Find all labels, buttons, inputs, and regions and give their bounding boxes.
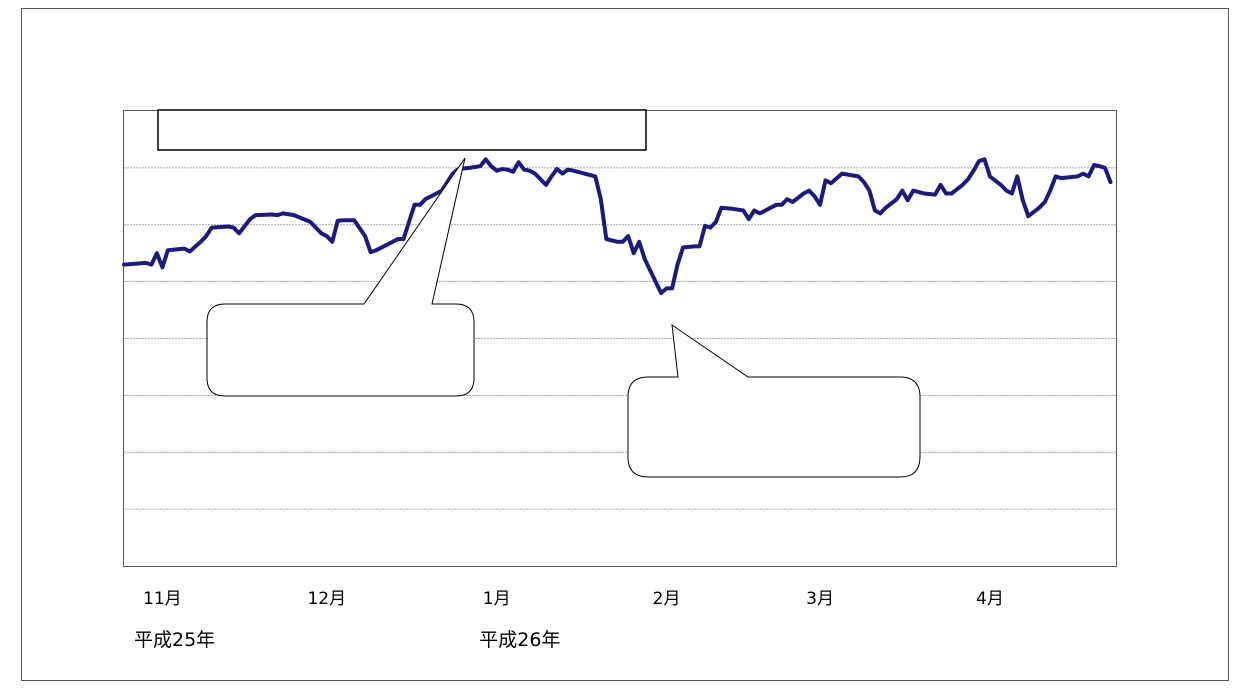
era-labels: 平成25年 平成26年 <box>134 629 560 651</box>
era-label: 平成25年 <box>134 629 215 651</box>
x-tick-label: 11月 <box>143 589 182 609</box>
series-line <box>122 157 1113 295</box>
x-axis-ticks: 11月 12月 1月 2月 3月 4月 <box>143 589 1004 609</box>
x-tick-label: 4月 <box>976 589 1004 609</box>
gridlines <box>124 167 1116 510</box>
x-tick-label: 3月 <box>806 589 834 609</box>
callout-bubble-left <box>206 157 475 397</box>
era-label: 平成26年 <box>479 629 560 651</box>
x-tick-label: 12月 <box>307 589 346 609</box>
x-tick-label: 1月 <box>483 589 511 609</box>
x-tick-label: 2月 <box>653 589 681 609</box>
title-box <box>157 109 647 151</box>
callout-bubble-right <box>627 323 921 478</box>
